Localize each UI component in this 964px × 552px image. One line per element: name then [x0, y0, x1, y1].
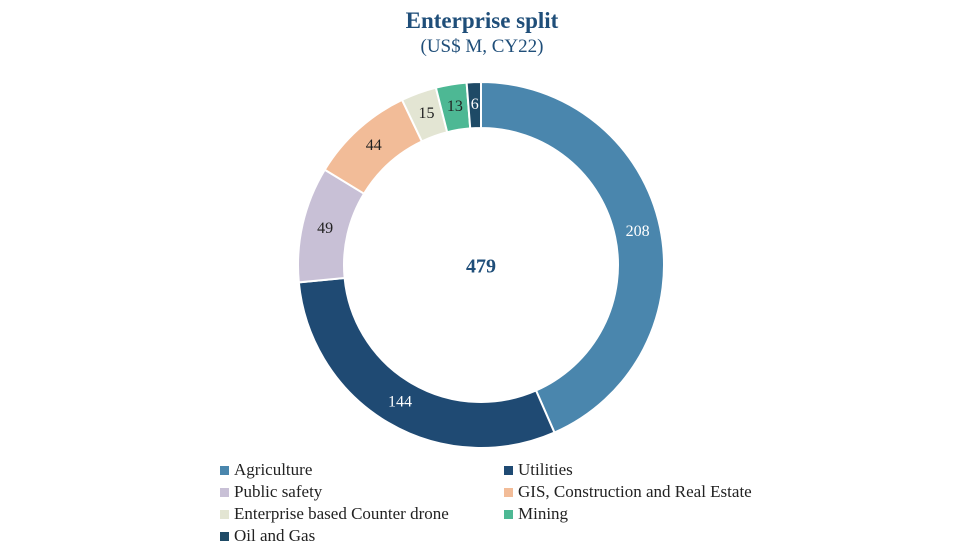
legend-item-utilities: Utilities — [504, 459, 780, 481]
data-label-public-safety: 49 — [317, 220, 333, 237]
data-label-gis-construction-and-real-estate: 44 — [366, 137, 382, 154]
data-label-oil-and-gas: 6 — [471, 96, 479, 113]
chart-subtitle: (US$ M, CY22) — [420, 36, 544, 57]
legend-swatch — [220, 465, 229, 475]
legend-item-mining: Mining — [504, 503, 780, 525]
legend-swatch — [504, 487, 513, 497]
donut-total-label: 479 — [466, 256, 496, 278]
data-label-agriculture: 208 — [626, 223, 650, 240]
data-label-utilities: 144 — [388, 394, 412, 411]
donut-data-labels: 208 144 49 44 15 13 6 — [317, 96, 650, 411]
legend-swatch — [220, 487, 229, 497]
slice-agriculture — [480, 80, 665, 434]
slice-utilities — [297, 276, 556, 449]
chart-legend: Agriculture Utilities Public safety GIS, Co… — [220, 459, 780, 547]
chart-title: Enterprise split — [405, 8, 559, 33]
legend-item-gis-construction-and-real-estate: GIS, Construction and Real Estate — [504, 481, 780, 503]
legend-swatch — [220, 509, 229, 519]
data-label-mining: 13 — [447, 98, 463, 115]
legend-label: Agriculture — [234, 460, 313, 479]
legend-item-agriculture: Agriculture — [220, 459, 504, 481]
slice-oil-and-gas — [465, 80, 482, 130]
legend-swatch — [504, 509, 513, 519]
legend-item-oil-and-gas: Oil and Gas — [220, 525, 504, 547]
legend-item-enterprise-based-counter-drone: Enterprise based Counter drone — [220, 503, 504, 525]
legend-label: Public safety — [234, 482, 323, 501]
donut-slices — [297, 80, 665, 449]
legend-label: GIS, Construction and Real Estate — [518, 482, 752, 501]
legend-label: Oil and Gas — [234, 526, 316, 545]
legend-item-public-safety: Public safety — [220, 481, 504, 503]
legend-label: Utilities — [518, 460, 573, 479]
legend-label: Mining — [518, 504, 569, 523]
legend-swatch — [504, 465, 513, 475]
legend-label: Enterprise based Counter drone — [234, 504, 449, 523]
data-label-enterprise-based-counter-drone: 15 — [418, 105, 434, 122]
legend-swatch — [220, 531, 229, 541]
